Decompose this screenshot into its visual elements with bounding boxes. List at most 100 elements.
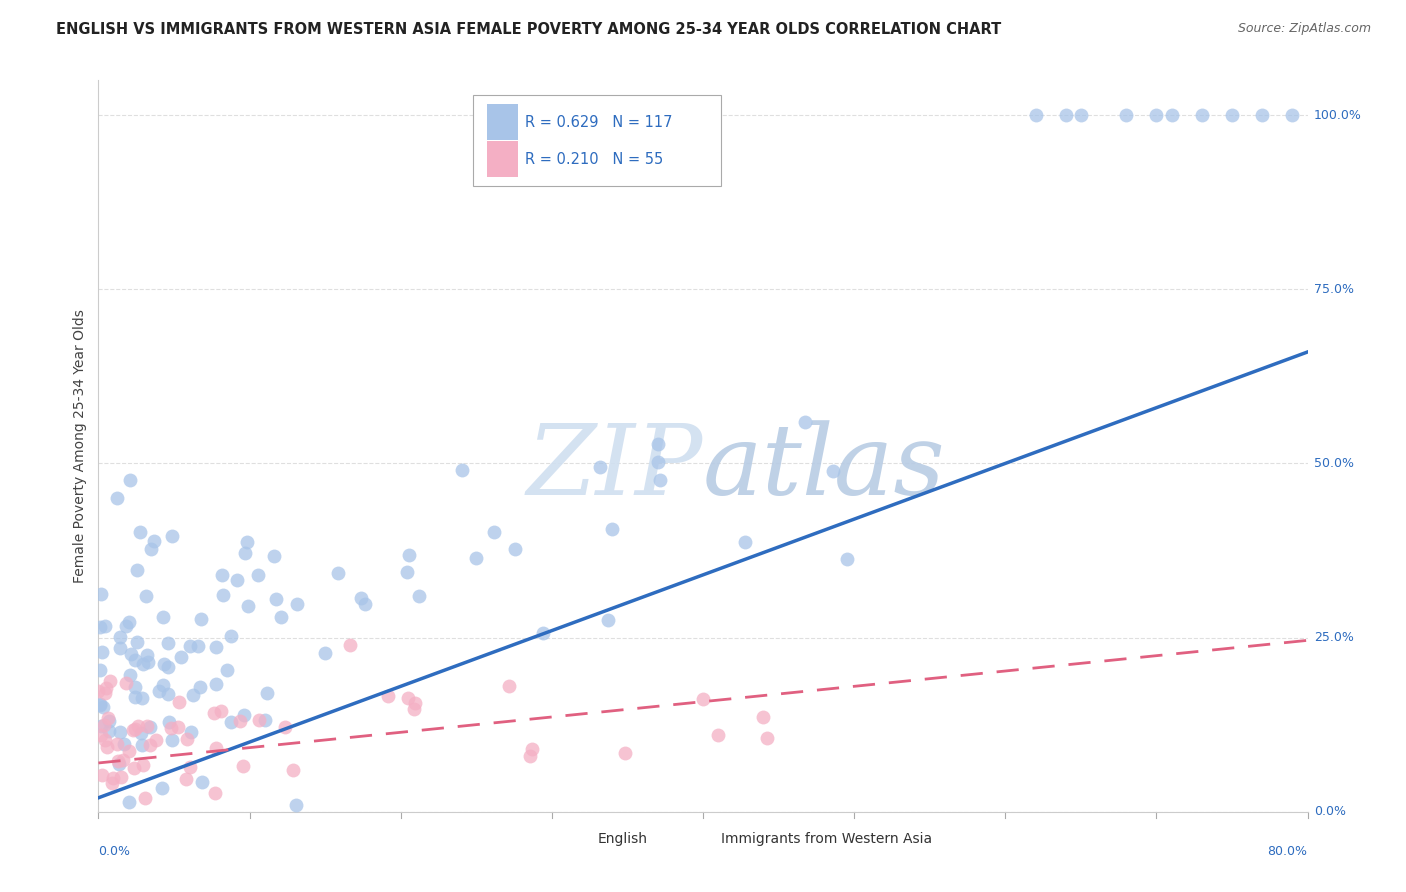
Text: 25.0%: 25.0% xyxy=(1313,631,1354,644)
Point xyxy=(125,563,148,577)
Point xyxy=(134,790,156,805)
Point xyxy=(188,680,211,694)
Point xyxy=(247,713,270,727)
Text: 80.0%: 80.0% xyxy=(1268,845,1308,857)
Point xyxy=(124,690,146,705)
Point xyxy=(94,619,117,633)
Text: R = 0.629   N = 117: R = 0.629 N = 117 xyxy=(526,115,672,130)
Point xyxy=(211,568,233,582)
Point xyxy=(91,767,114,781)
Point xyxy=(121,723,143,737)
Point xyxy=(179,760,201,774)
Point xyxy=(108,630,131,644)
Point xyxy=(181,688,204,702)
Point xyxy=(89,620,111,634)
Point xyxy=(160,722,183,736)
Point xyxy=(93,718,115,732)
FancyBboxPatch shape xyxy=(486,141,517,177)
Y-axis label: Female Poverty Among 25-34 Year Olds: Female Poverty Among 25-34 Year Olds xyxy=(73,309,87,583)
Point xyxy=(90,728,112,742)
Point xyxy=(350,591,373,605)
Point xyxy=(823,464,845,478)
Point xyxy=(614,746,637,760)
Point xyxy=(122,761,145,775)
Point xyxy=(274,720,297,734)
Point xyxy=(145,732,167,747)
Point xyxy=(118,668,141,682)
Point xyxy=(1281,108,1303,122)
Point xyxy=(120,473,142,487)
Point xyxy=(232,758,254,772)
Point xyxy=(647,455,669,469)
Point xyxy=(706,727,728,741)
Point xyxy=(105,737,128,751)
Point xyxy=(229,714,252,729)
Point xyxy=(157,715,180,730)
Point xyxy=(91,645,114,659)
Text: atlas: atlas xyxy=(703,420,946,516)
Point xyxy=(89,697,111,711)
Point xyxy=(103,771,125,785)
Point xyxy=(100,776,122,790)
Point xyxy=(793,415,815,429)
Point xyxy=(520,742,543,756)
Text: 100.0%: 100.0% xyxy=(1313,109,1361,121)
Point xyxy=(131,738,153,752)
Point xyxy=(202,706,225,720)
Point xyxy=(167,720,190,734)
Point xyxy=(108,724,131,739)
Point xyxy=(328,566,350,581)
Point xyxy=(89,663,111,677)
Text: 75.0%: 75.0% xyxy=(1313,283,1354,296)
Point xyxy=(138,720,160,734)
Point xyxy=(1191,108,1213,122)
Point xyxy=(97,711,120,725)
Point xyxy=(408,589,430,603)
FancyBboxPatch shape xyxy=(474,95,721,186)
Point xyxy=(127,719,149,733)
Point xyxy=(451,463,474,477)
Point xyxy=(1251,108,1274,122)
Point xyxy=(112,737,135,751)
FancyBboxPatch shape xyxy=(561,826,593,851)
Point xyxy=(254,714,277,728)
Point xyxy=(107,757,129,772)
Point xyxy=(98,714,121,728)
Point xyxy=(270,610,292,624)
Point xyxy=(756,731,779,745)
Point xyxy=(314,647,336,661)
Point xyxy=(170,649,193,664)
Point xyxy=(209,704,232,718)
Point xyxy=(110,770,132,784)
Point xyxy=(156,636,179,650)
Point xyxy=(256,686,278,700)
Point xyxy=(464,550,486,565)
Point xyxy=(124,653,146,667)
Point xyxy=(179,640,201,654)
Point xyxy=(204,786,226,800)
Point xyxy=(128,525,150,540)
Point xyxy=(136,655,159,669)
Point xyxy=(143,533,166,548)
Point xyxy=(89,698,111,713)
Point xyxy=(91,700,114,714)
Point xyxy=(354,597,377,611)
Point xyxy=(233,546,256,560)
Point xyxy=(108,640,131,655)
Text: Source: ZipAtlas.com: Source: ZipAtlas.com xyxy=(1237,22,1371,36)
Text: 0.0%: 0.0% xyxy=(1313,805,1346,818)
Point xyxy=(1144,108,1167,122)
Point xyxy=(124,681,146,695)
Point xyxy=(398,548,420,562)
Point xyxy=(596,613,619,627)
Text: ZIP: ZIP xyxy=(527,420,703,516)
Point xyxy=(589,460,612,475)
Point xyxy=(89,587,111,601)
Point xyxy=(152,609,174,624)
Point xyxy=(233,708,256,723)
Point xyxy=(96,739,118,754)
Point xyxy=(160,733,183,747)
Point xyxy=(600,522,623,536)
Point xyxy=(285,598,308,612)
Text: 0.0%: 0.0% xyxy=(98,845,131,857)
